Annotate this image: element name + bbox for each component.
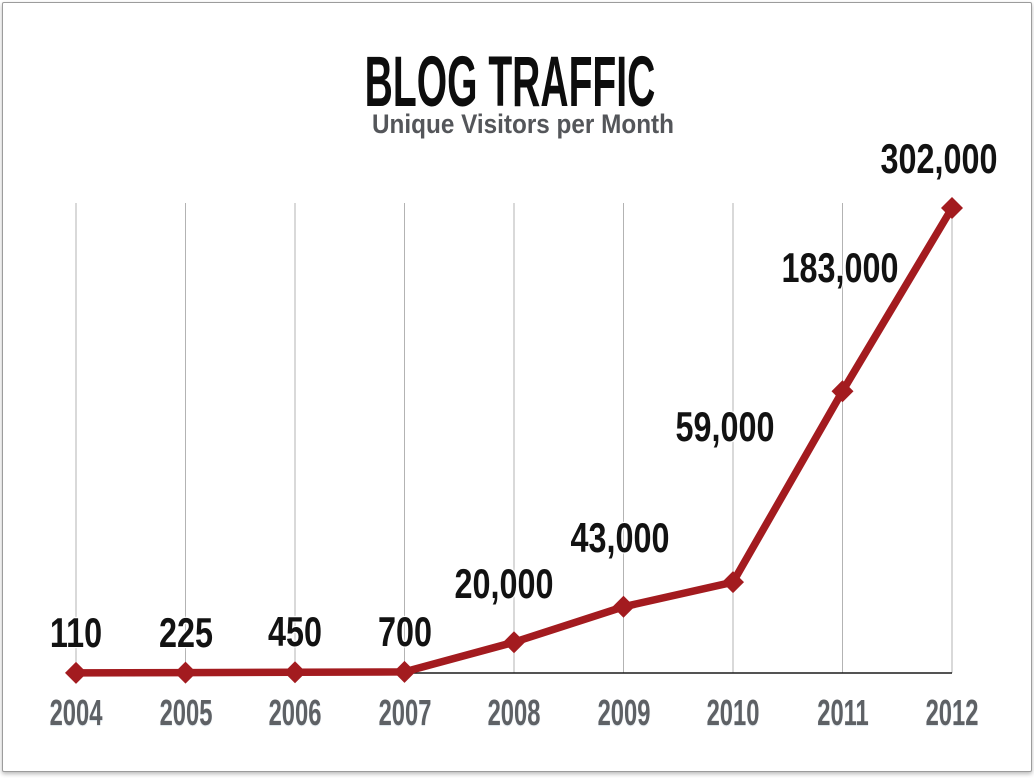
data-point-marker	[393, 660, 416, 683]
data-label-2011: 183,000	[781, 244, 898, 292]
data-point-marker	[941, 197, 963, 219]
x-tick-label-2004: 2004	[49, 692, 103, 733]
data-label-2012: 302,000	[880, 135, 998, 182]
data-label-2007: 700	[377, 607, 432, 655]
data-point-marker	[65, 661, 87, 684]
data-point-marker	[831, 380, 854, 403]
x-tick-label-2006: 2006	[268, 692, 322, 733]
x-tick-label-2008: 2008	[487, 692, 541, 733]
line-chart	[65, 197, 963, 684]
data-point-marker	[503, 631, 525, 654]
x-tick-label-2010: 2010	[706, 692, 760, 733]
data-label-2008: 20,000	[454, 560, 554, 608]
data-label-2010: 59,000	[675, 403, 775, 451]
data-point-marker	[612, 595, 635, 618]
chart-subtitle: Unique Visitors per Month	[372, 109, 674, 139]
data-point-marker	[284, 661, 306, 684]
x-tick-label-2005: 2005	[159, 692, 212, 733]
chart-title: BLOG TRAFFIC	[364, 43, 656, 122]
data-label-2006: 450	[268, 608, 322, 656]
data-point-marker	[722, 571, 744, 594]
data-point-marker	[174, 661, 197, 684]
x-tick-label-2011: 2011	[816, 692, 869, 733]
data-label-2005: 225	[158, 608, 213, 656]
data-label-2009: 43,000	[570, 513, 669, 561]
x-tick-label-2009: 2009	[597, 692, 650, 733]
x-tick-label-2012: 2012	[925, 692, 979, 733]
x-tick-label-2007: 2007	[378, 692, 431, 733]
data-label-2004: 110	[49, 608, 103, 656]
